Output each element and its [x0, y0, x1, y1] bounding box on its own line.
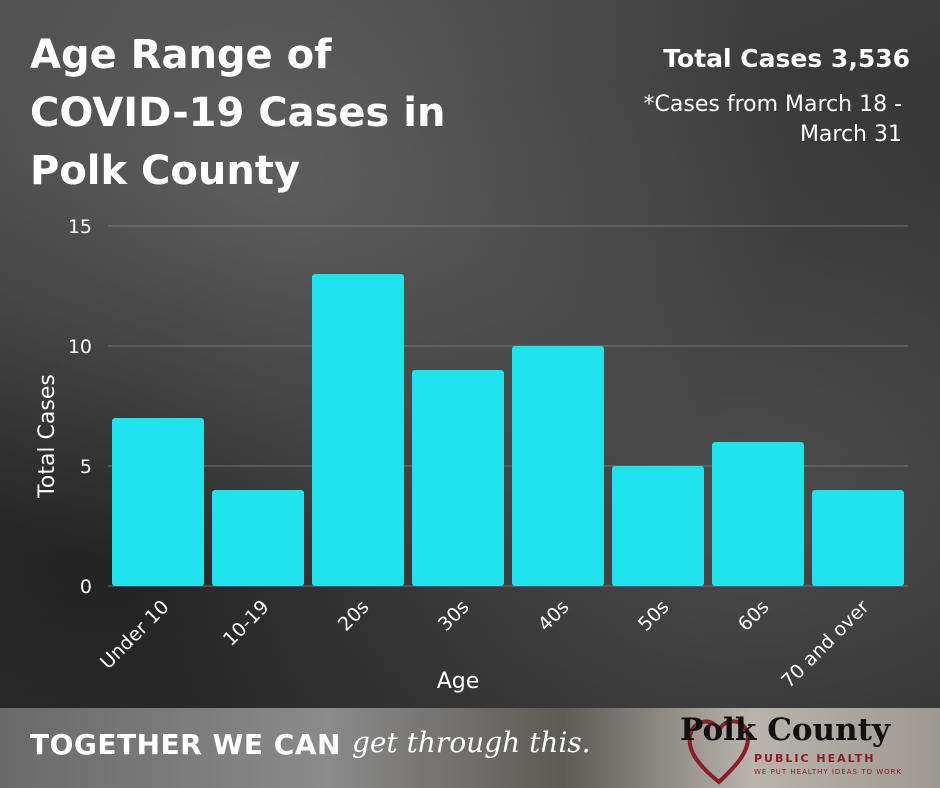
- y-tick-label: 15: [68, 216, 92, 238]
- bar-chart: 0 5 10 15 Under 10 10-19 20s 30s 40s 50s 60s 70 and…: [35, 216, 908, 694]
- y-tick-label: 10: [68, 336, 92, 358]
- x-tick-label: 70 and over: [777, 596, 874, 693]
- y-tick-label: 5: [80, 456, 92, 478]
- bar: [612, 466, 704, 586]
- bar: [312, 274, 404, 586]
- heart-icon: [687, 719, 751, 785]
- chart-title: Age Range of COVID-19 Cases in Polk Coun…: [30, 32, 446, 194]
- bar: [712, 442, 804, 586]
- x-tick-label: 20s: [334, 596, 374, 636]
- polk-county-logo: Polk County PUBLIC HEALTH WE PUT HEALTHY…: [670, 712, 920, 785]
- logo-tagline: WE PUT HEALTHY IDEAS TO WORK: [754, 768, 903, 776]
- footer-banner: [0, 708, 940, 788]
- date-range-note: *Cases from March 18 - March 31: [643, 92, 902, 147]
- x-tick-label: 10-19: [219, 596, 274, 651]
- y-tick-label: 0: [80, 576, 92, 598]
- slogan-bold-text: TOGETHER WE CAN: [30, 728, 341, 761]
- bar: [512, 346, 604, 586]
- x-tick-label: 60s: [734, 596, 774, 636]
- bar: [412, 370, 504, 586]
- y-axis-label: Total Cases: [35, 374, 60, 499]
- x-tick-label: 30s: [434, 596, 474, 636]
- slogan-script-text: get through this.: [352, 726, 591, 759]
- chalkboard-background: [0, 0, 940, 708]
- bar: [112, 418, 204, 586]
- x-tick-label: 40s: [534, 596, 574, 636]
- x-tick-label: 50s: [634, 596, 674, 636]
- bar: [812, 490, 904, 586]
- x-axis-label: Age: [437, 669, 480, 694]
- logo-name: Polk County: [680, 712, 890, 748]
- bar: [212, 490, 304, 586]
- logo-subtitle: PUBLIC HEALTH: [754, 752, 876, 765]
- total-cases-label: Total Cases 3,536: [663, 44, 910, 73]
- x-tick-label: Under 10: [96, 596, 174, 674]
